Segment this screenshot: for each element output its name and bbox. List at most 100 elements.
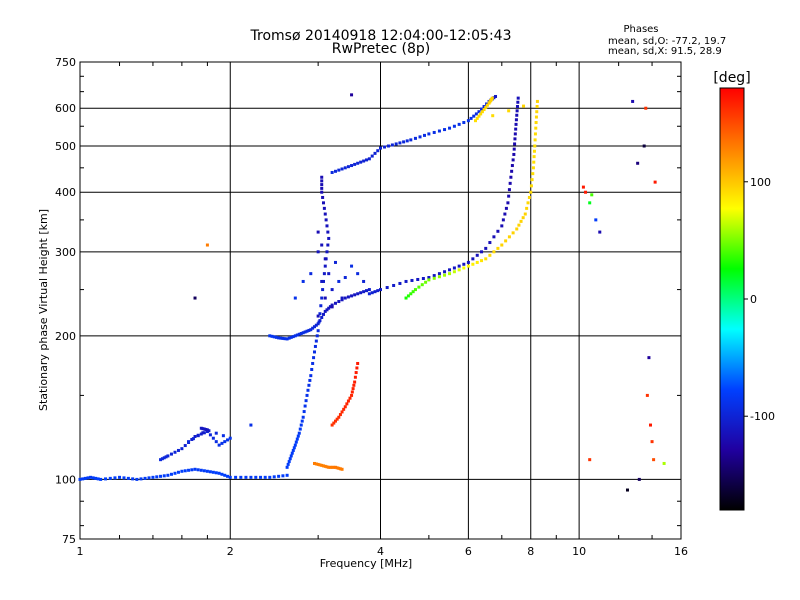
data-point (490, 96, 494, 100)
data-point (350, 93, 354, 97)
colorbar-tick-label: 0 (750, 293, 757, 306)
data-point (320, 179, 324, 183)
data-point (647, 356, 651, 360)
data-point (532, 155, 536, 159)
data-point (173, 450, 177, 454)
data-point (290, 451, 294, 455)
data-point (534, 126, 538, 130)
data-point (637, 477, 641, 481)
data-point (503, 212, 507, 216)
data-point (176, 470, 180, 474)
data-point (527, 195, 531, 199)
x-axis-ticks: 1 2 4 6 8 10 16 (77, 62, 688, 558)
data-point (488, 241, 492, 245)
data-point (164, 455, 168, 459)
data-point (326, 243, 330, 247)
y-axis-ticks: 75 100 200 300 400 500 600 750 (55, 56, 681, 546)
data-point (314, 462, 318, 466)
data-point (319, 304, 323, 308)
data-point (510, 164, 514, 168)
data-point (193, 435, 197, 439)
data-point (322, 206, 326, 210)
data-point (402, 140, 406, 144)
data-point (362, 290, 366, 294)
data-point (320, 243, 324, 247)
data-point (353, 293, 357, 297)
chart-subtitle: RwPretec (8p) (332, 41, 430, 57)
data-point (437, 275, 441, 279)
data-point (287, 336, 291, 340)
data-point (211, 436, 215, 440)
data-point (322, 272, 326, 276)
data-point (352, 383, 356, 387)
data-point (294, 440, 298, 444)
data-point (234, 475, 238, 479)
data-point (327, 465, 331, 469)
data-point (272, 475, 276, 479)
data-point (187, 468, 191, 472)
data-point (239, 475, 243, 479)
data-point (263, 475, 267, 479)
data-point (370, 154, 374, 158)
data-point (631, 99, 635, 103)
data-point (477, 114, 481, 118)
data-point (338, 413, 342, 417)
data-point (166, 454, 170, 458)
data-point (590, 193, 594, 197)
colorbar-tick-label: 100 (750, 176, 771, 189)
data-point (301, 415, 305, 419)
data-point (484, 105, 488, 109)
data-point (285, 337, 289, 341)
data-point (509, 175, 513, 179)
x-tick-label: 1 (77, 545, 84, 558)
data-point (324, 218, 328, 222)
data-point (190, 468, 194, 472)
data-point (343, 296, 347, 300)
data-point (333, 419, 337, 423)
data-point (523, 212, 527, 216)
data-point (356, 292, 360, 296)
data-point (268, 334, 272, 338)
data-point (466, 260, 470, 264)
data-point (508, 181, 512, 185)
data-point (480, 110, 484, 114)
data-point (471, 262, 475, 266)
data-point (159, 458, 163, 462)
data-point (515, 105, 519, 109)
data-point (365, 158, 369, 162)
data-point (323, 264, 327, 268)
data-point (318, 319, 322, 323)
data-point (320, 175, 324, 179)
data-point (104, 477, 108, 481)
data-point (312, 350, 316, 354)
data-point (293, 296, 297, 300)
data-point (297, 431, 301, 435)
y-tick-label: 400 (55, 186, 76, 199)
data-point (176, 448, 180, 452)
data-point (367, 288, 371, 292)
data-point (214, 431, 218, 435)
data-point (330, 465, 334, 469)
data-point (190, 437, 194, 441)
data-point (323, 257, 327, 261)
data-point (228, 436, 232, 440)
data-point (356, 361, 360, 365)
data-point (330, 288, 334, 292)
data-point (226, 438, 230, 442)
phase-info-heading: Phases (623, 24, 658, 35)
data-point (513, 132, 517, 136)
data-point (386, 144, 390, 148)
data-point (507, 109, 511, 113)
y-tick-label: 200 (55, 330, 76, 343)
data-point (208, 470, 212, 474)
data-point (205, 428, 209, 432)
data-point (162, 456, 166, 460)
data-point (514, 127, 518, 131)
x-tick-label: 6 (465, 545, 472, 558)
data-point (346, 295, 350, 299)
data-point (392, 283, 396, 287)
data-point (327, 236, 331, 240)
data-point (155, 475, 159, 479)
data-point (491, 114, 495, 118)
data-point (390, 143, 394, 147)
